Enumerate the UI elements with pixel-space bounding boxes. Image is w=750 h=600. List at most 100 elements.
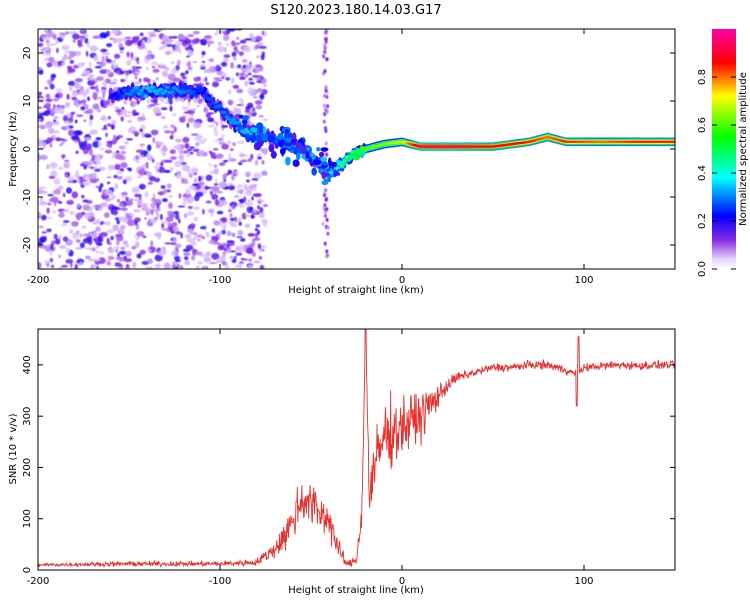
noise-speckle — [70, 111, 76, 115]
noise-speckle — [238, 230, 243, 236]
noise-speckle — [88, 74, 94, 77]
noise-speckle — [198, 150, 206, 157]
noise-speckle — [236, 236, 243, 239]
noise-speckle — [323, 193, 326, 198]
noise-speckle — [69, 85, 73, 91]
colorbar-tick-label: 0.8 — [697, 69, 708, 85]
noise-speckle — [247, 158, 252, 163]
noise-speckle — [138, 116, 147, 121]
spectrogram-noise — [38, 29, 330, 269]
snr-plot-area — [38, 329, 675, 569]
noise-speckle — [119, 168, 125, 172]
noise-speckle — [323, 103, 326, 108]
noise-speckle — [209, 262, 218, 265]
noise-speckle — [211, 185, 220, 192]
noise-speckle — [221, 143, 230, 150]
noise-speckle — [93, 172, 97, 178]
noise-speckle — [202, 208, 205, 215]
snr-frame — [37, 328, 676, 571]
noise-speckle — [125, 36, 132, 39]
noise-speckle — [73, 130, 82, 136]
noise-speckle — [261, 79, 266, 84]
noise-speckle — [122, 206, 127, 212]
noise-speckle — [80, 163, 85, 167]
noise-speckle — [95, 96, 104, 100]
noise-speckle — [239, 39, 247, 44]
noise-speckle — [193, 234, 197, 241]
noise-speckle — [80, 29, 85, 33]
noise-speckle — [98, 235, 102, 243]
noise-speckle — [246, 179, 250, 183]
signal-cell — [335, 166, 341, 170]
noise-speckle — [223, 54, 231, 59]
noise-speckle — [186, 55, 190, 58]
noise-speckle — [46, 106, 51, 111]
noise-speckle — [323, 112, 327, 117]
noise-speckle — [145, 66, 149, 71]
noise-speckle — [253, 260, 261, 264]
noise-speckle — [238, 162, 243, 166]
noise-speckle — [127, 168, 133, 172]
signal-cell — [268, 143, 275, 153]
noise-speckle — [209, 188, 213, 192]
noise-speckle — [155, 144, 161, 149]
noise-speckle — [147, 31, 156, 35]
noise-speckle — [114, 182, 119, 190]
noise-speckle — [116, 235, 124, 242]
noise-speckle — [171, 61, 174, 65]
noise-speckle — [248, 184, 256, 189]
noise-speckle — [106, 237, 110, 245]
noise-speckle — [229, 213, 233, 218]
noise-speckle — [121, 194, 127, 198]
noise-speckle — [247, 63, 253, 70]
noise-speckle — [210, 213, 214, 217]
noise-speckle — [239, 160, 248, 163]
noise-speckle — [45, 93, 51, 99]
noise-speckle — [66, 199, 74, 205]
noise-speckle — [246, 69, 251, 74]
noise-speckle — [173, 145, 181, 150]
noise-speckle — [140, 167, 146, 174]
noise-speckle — [65, 247, 71, 254]
noise-speckle — [48, 175, 56, 179]
signal-cell — [310, 152, 315, 158]
noise-speckle — [75, 247, 83, 250]
noise-speckle — [183, 199, 187, 207]
noise-speckle — [161, 70, 168, 78]
noise-speckle — [221, 133, 225, 139]
signal-cell — [230, 118, 236, 122]
noise-speckle — [220, 72, 227, 78]
noise-speckle — [65, 259, 74, 264]
noise-speckle — [95, 226, 101, 232]
noise-speckle — [150, 202, 156, 210]
noise-speckle — [186, 152, 191, 158]
noise-speckle — [324, 128, 328, 133]
colorbar-tick-label: 0.4 — [697, 165, 708, 181]
noise-speckle — [239, 204, 245, 208]
noise-speckle — [154, 177, 160, 183]
noise-speckle — [101, 55, 105, 63]
noise-speckle — [144, 59, 150, 64]
noise-speckle — [46, 137, 55, 142]
noise-speckle — [98, 141, 102, 147]
noise-speckle — [38, 244, 47, 249]
noise-speckle — [246, 247, 254, 255]
noise-speckle — [254, 100, 263, 105]
snr-series-line — [38, 329, 675, 569]
noise-speckle — [240, 258, 246, 261]
noise-speckle — [233, 56, 237, 61]
noise-speckle — [142, 164, 148, 168]
noise-speckle — [244, 80, 249, 87]
noise-speckle — [205, 251, 212, 257]
noise-speckle — [211, 252, 220, 260]
noise-speckle — [187, 44, 193, 50]
noise-speckle — [132, 261, 137, 268]
noise-speckle — [216, 64, 220, 69]
noise-speckle — [50, 243, 53, 251]
noise-speckle — [66, 93, 70, 100]
noise-speckle — [147, 218, 152, 224]
noise-speckle — [179, 116, 186, 123]
noise-speckle — [63, 220, 70, 223]
noise-speckle — [326, 231, 330, 236]
noise-speckle — [323, 49, 327, 54]
